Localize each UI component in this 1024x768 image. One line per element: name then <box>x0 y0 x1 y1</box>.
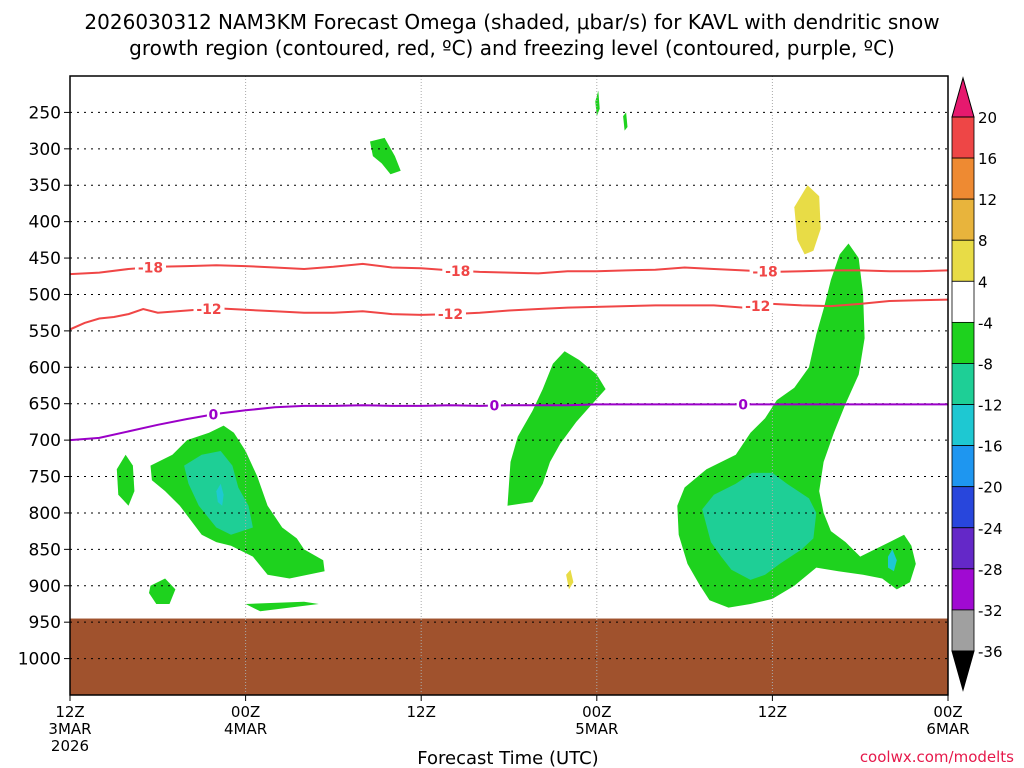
contour-label: -12 <box>745 299 770 315</box>
x-tick-label: 12Z <box>55 703 84 721</box>
colorbar-bin <box>951 486 975 529</box>
colorbar-label: 16 <box>978 150 997 168</box>
terrain-fill <box>70 618 948 695</box>
omega-region <box>674 125 828 320</box>
omega-region <box>888 549 897 572</box>
omega-region <box>623 112 628 131</box>
x-tick-label: 2026 <box>51 737 89 755</box>
colorbar-bin <box>951 609 975 652</box>
chart-title-line-1: 2026030312 NAM3KM Forecast Omega (shaded… <box>84 10 939 34</box>
omega-region <box>425 116 436 182</box>
x-tick-label: 4MAR <box>224 720 267 738</box>
colorbar-top-arrow <box>951 76 975 118</box>
colorbar-label: -16 <box>978 438 1003 456</box>
x-tick-label: 5MAR <box>575 720 618 738</box>
colorbar-label: 8 <box>978 232 988 250</box>
colorbar-label: -4 <box>978 314 993 332</box>
y-tick-label: 450 <box>29 249 61 269</box>
y-tick-label: 350 <box>29 176 61 196</box>
credit-link[interactable]: coolwx.com/modelts <box>860 748 1014 766</box>
contour-label-bg <box>487 398 501 413</box>
colorbar-label: 20 <box>978 109 997 127</box>
y-tick-label: 500 <box>29 285 61 305</box>
colorbar-bin <box>951 363 975 405</box>
colorbar-label: -36 <box>978 643 1003 661</box>
x-tick-label: 12Z <box>407 703 436 721</box>
contour-line <box>70 262 948 276</box>
x-tick-label: 00Z <box>582 703 611 721</box>
colorbar-bin <box>951 280 975 323</box>
colorbar-bin <box>951 239 975 282</box>
colorbar-label: -32 <box>978 602 1003 620</box>
x-tick-label: 00Z <box>231 703 260 721</box>
contour-label: -18 <box>138 260 163 276</box>
colorbar-bottom-arrow <box>951 650 975 692</box>
y-tick-label: 850 <box>29 540 61 560</box>
y-tick-label: 650 <box>29 395 61 415</box>
omega-region <box>794 185 821 255</box>
omega-region <box>204 164 236 273</box>
x-tick-label: 6MAR <box>926 720 969 738</box>
y-tick-label: 750 <box>29 468 61 488</box>
plot-area: -18 -18 -18 -12 -12 -12 0 0 0 <box>70 76 948 695</box>
contour-label-bg <box>434 307 466 322</box>
colorbar-label: -8 <box>978 355 993 373</box>
colorbar-bin <box>951 445 975 488</box>
chart-title-line-2: growth region (contoured, red, ºC) and f… <box>129 36 895 60</box>
omega-region <box>216 483 224 506</box>
colorbar-bin <box>951 116 975 159</box>
colorbar-label: -24 <box>978 520 1003 538</box>
omega-region <box>116 454 135 506</box>
colorbar-bin <box>951 568 975 611</box>
y-tick-label: 1000 <box>18 650 61 670</box>
omega-region <box>370 137 401 175</box>
plot-frame <box>69 75 949 696</box>
colorbar-label: 4 <box>978 273 988 291</box>
y-tick-label: 950 <box>29 613 61 633</box>
contour-label-bg <box>134 260 166 275</box>
contour-label-bg <box>206 407 220 422</box>
contour-label-bg <box>749 264 781 279</box>
colorbar-label: 12 <box>978 191 997 209</box>
omega-region <box>245 601 319 612</box>
colorbar-label: -12 <box>978 397 1003 415</box>
contour-label: -12 <box>438 307 463 323</box>
y-tick-label: 550 <box>29 322 61 342</box>
colorbar-bin <box>951 198 975 241</box>
x-axis-label: Forecast Time (UTC) <box>417 748 598 768</box>
colorbar-label: -28 <box>978 561 1003 579</box>
y-tick-label: 900 <box>29 577 61 597</box>
contour-label: 0 <box>489 399 499 415</box>
contour-label: 0 <box>209 407 219 423</box>
x-tick-label: 12Z <box>758 703 787 721</box>
contour-label: -18 <box>752 265 777 281</box>
contour-label: 0 <box>738 397 748 413</box>
y-tick-label: 600 <box>29 358 61 378</box>
contour-label-bg <box>193 301 225 316</box>
colorbar-bin <box>951 404 975 447</box>
colorbar-bin <box>951 321 975 364</box>
y-tick-label: 700 <box>29 431 61 451</box>
colorbar-bin <box>951 157 975 200</box>
y-tick-label: 300 <box>29 140 61 160</box>
y-tick-label: 800 <box>29 504 61 524</box>
omega-region <box>149 578 176 604</box>
contour-label-bg <box>736 397 750 412</box>
omega-region <box>702 472 817 580</box>
y-tick-label: 250 <box>29 103 61 123</box>
contour-label: -18 <box>445 264 470 280</box>
contour-label-bg <box>442 263 474 278</box>
x-tick-label: 00Z <box>933 703 962 721</box>
colorbar-bin <box>951 527 975 570</box>
omega-region <box>507 351 606 506</box>
colorbar-label: -20 <box>978 479 1003 497</box>
contour-label-bg <box>742 298 774 313</box>
y-tick-label: 400 <box>29 213 61 233</box>
x-tick-label: 3MAR <box>48 720 91 738</box>
omega-region <box>886 447 938 513</box>
omega-region <box>566 569 574 590</box>
contour-label: -12 <box>196 302 221 318</box>
